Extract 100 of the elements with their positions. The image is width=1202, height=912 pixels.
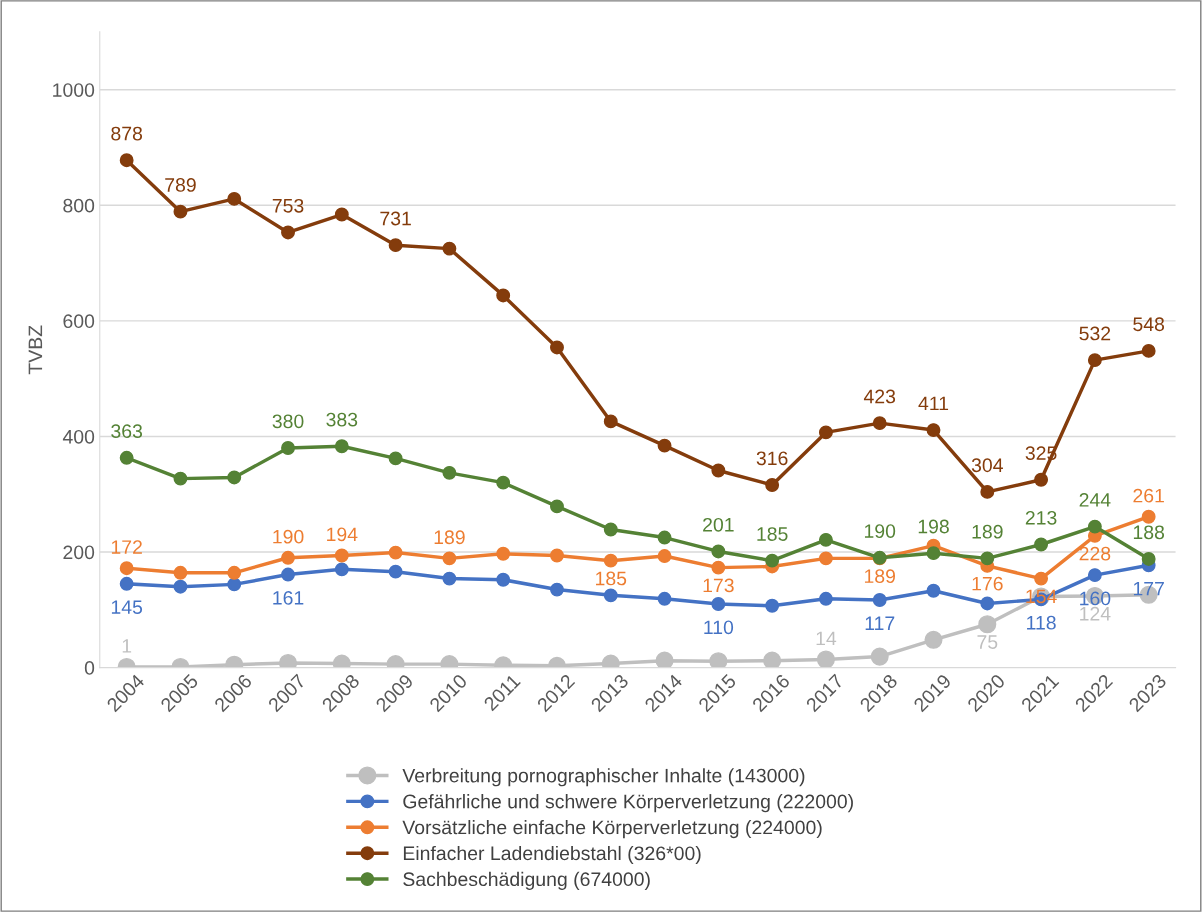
point bbox=[334, 439, 349, 454]
point bbox=[119, 576, 134, 591]
data-label: 173 bbox=[703, 578, 734, 593]
data-label: 878 bbox=[111, 126, 143, 141]
point bbox=[496, 572, 511, 587]
data-label: 532 bbox=[1079, 326, 1111, 341]
y-tick-label: 800 bbox=[63, 198, 95, 213]
point bbox=[980, 596, 995, 611]
point bbox=[281, 441, 295, 455]
point bbox=[603, 414, 618, 429]
data-label: 213 bbox=[1025, 510, 1057, 525]
data-label: 189 bbox=[434, 530, 465, 545]
point bbox=[765, 598, 780, 613]
point bbox=[818, 591, 833, 606]
point bbox=[926, 583, 941, 598]
point bbox=[818, 425, 833, 440]
point bbox=[603, 522, 618, 537]
point bbox=[550, 340, 564, 355]
data-label: 261 bbox=[1133, 488, 1164, 503]
data-label: 244 bbox=[1079, 493, 1111, 507]
point bbox=[980, 551, 995, 566]
point bbox=[442, 465, 457, 480]
data-label: 176 bbox=[972, 576, 1003, 591]
point bbox=[870, 647, 889, 666]
data-label: 753 bbox=[272, 198, 304, 213]
point bbox=[711, 463, 726, 478]
data-label: 188 bbox=[1133, 525, 1165, 540]
data-label: 118 bbox=[1027, 615, 1056, 630]
point bbox=[1087, 353, 1102, 368]
data-label: 380 bbox=[272, 414, 304, 429]
point bbox=[442, 571, 457, 586]
point bbox=[119, 153, 134, 168]
point bbox=[924, 630, 943, 649]
point bbox=[1087, 519, 1102, 534]
data-label: 316 bbox=[756, 451, 788, 466]
point bbox=[818, 532, 833, 547]
data-label: 363 bbox=[111, 424, 143, 439]
point bbox=[496, 546, 511, 561]
point bbox=[496, 288, 511, 303]
data-label: 194 bbox=[327, 527, 358, 542]
y-tick-label: 0 bbox=[84, 661, 95, 675]
point bbox=[711, 597, 726, 611]
point bbox=[709, 652, 728, 668]
point bbox=[550, 582, 564, 597]
point bbox=[442, 241, 457, 256]
data-label: 731 bbox=[380, 211, 411, 226]
point bbox=[281, 550, 295, 565]
point bbox=[926, 423, 941, 438]
legend-label: Gefährliche und schwere Körperverletzung (222000) bbox=[403, 794, 853, 813]
data-label: 190 bbox=[273, 529, 304, 544]
data-label: 1 bbox=[122, 639, 132, 653]
data-label: 110 bbox=[704, 620, 734, 635]
point bbox=[872, 416, 887, 431]
point bbox=[655, 651, 674, 668]
data-label: 383 bbox=[326, 412, 358, 427]
point bbox=[281, 225, 295, 240]
y-tick-label: 600 bbox=[63, 314, 95, 329]
point bbox=[334, 548, 349, 563]
legend-label: Vorsätzliche einfache Körperverletzung (224000) bbox=[402, 820, 822, 839]
point bbox=[603, 553, 618, 568]
data-label: 228 bbox=[1079, 546, 1111, 561]
point bbox=[657, 549, 672, 563]
legend-label: Einfacher Ladendiebstahl (326*00) bbox=[403, 845, 701, 865]
point bbox=[872, 593, 887, 607]
point bbox=[227, 565, 242, 580]
point bbox=[926, 546, 941, 561]
data-label: 185 bbox=[757, 527, 788, 541]
point bbox=[657, 438, 672, 453]
point bbox=[765, 478, 780, 492]
point bbox=[173, 565, 188, 580]
data-label: 177 bbox=[1133, 581, 1164, 596]
point bbox=[1141, 551, 1156, 566]
point bbox=[711, 544, 726, 559]
point bbox=[980, 484, 995, 499]
data-label: 201 bbox=[703, 517, 734, 532]
point bbox=[173, 204, 188, 219]
point bbox=[1141, 343, 1156, 358]
data-label: 190 bbox=[864, 524, 896, 539]
data-label: 172 bbox=[111, 540, 142, 554]
data-label: 423 bbox=[863, 389, 896, 404]
data-label: 160 bbox=[1080, 591, 1111, 606]
y-tick-label: 200 bbox=[63, 545, 95, 560]
data-label: 145 bbox=[111, 600, 143, 615]
point bbox=[978, 615, 997, 634]
data-label: 161 bbox=[273, 591, 304, 605]
point bbox=[227, 191, 242, 206]
data-label: 75 bbox=[977, 635, 998, 649]
point bbox=[388, 238, 403, 253]
y-tick-label: 400 bbox=[62, 429, 95, 444]
point bbox=[334, 562, 349, 577]
point bbox=[227, 470, 242, 485]
point bbox=[763, 651, 782, 668]
point bbox=[657, 530, 672, 545]
point bbox=[173, 579, 188, 594]
point bbox=[1034, 537, 1049, 552]
data-label: 189 bbox=[972, 524, 1003, 539]
point bbox=[388, 451, 403, 466]
point bbox=[1034, 472, 1049, 487]
point bbox=[818, 551, 833, 566]
point bbox=[227, 577, 242, 592]
